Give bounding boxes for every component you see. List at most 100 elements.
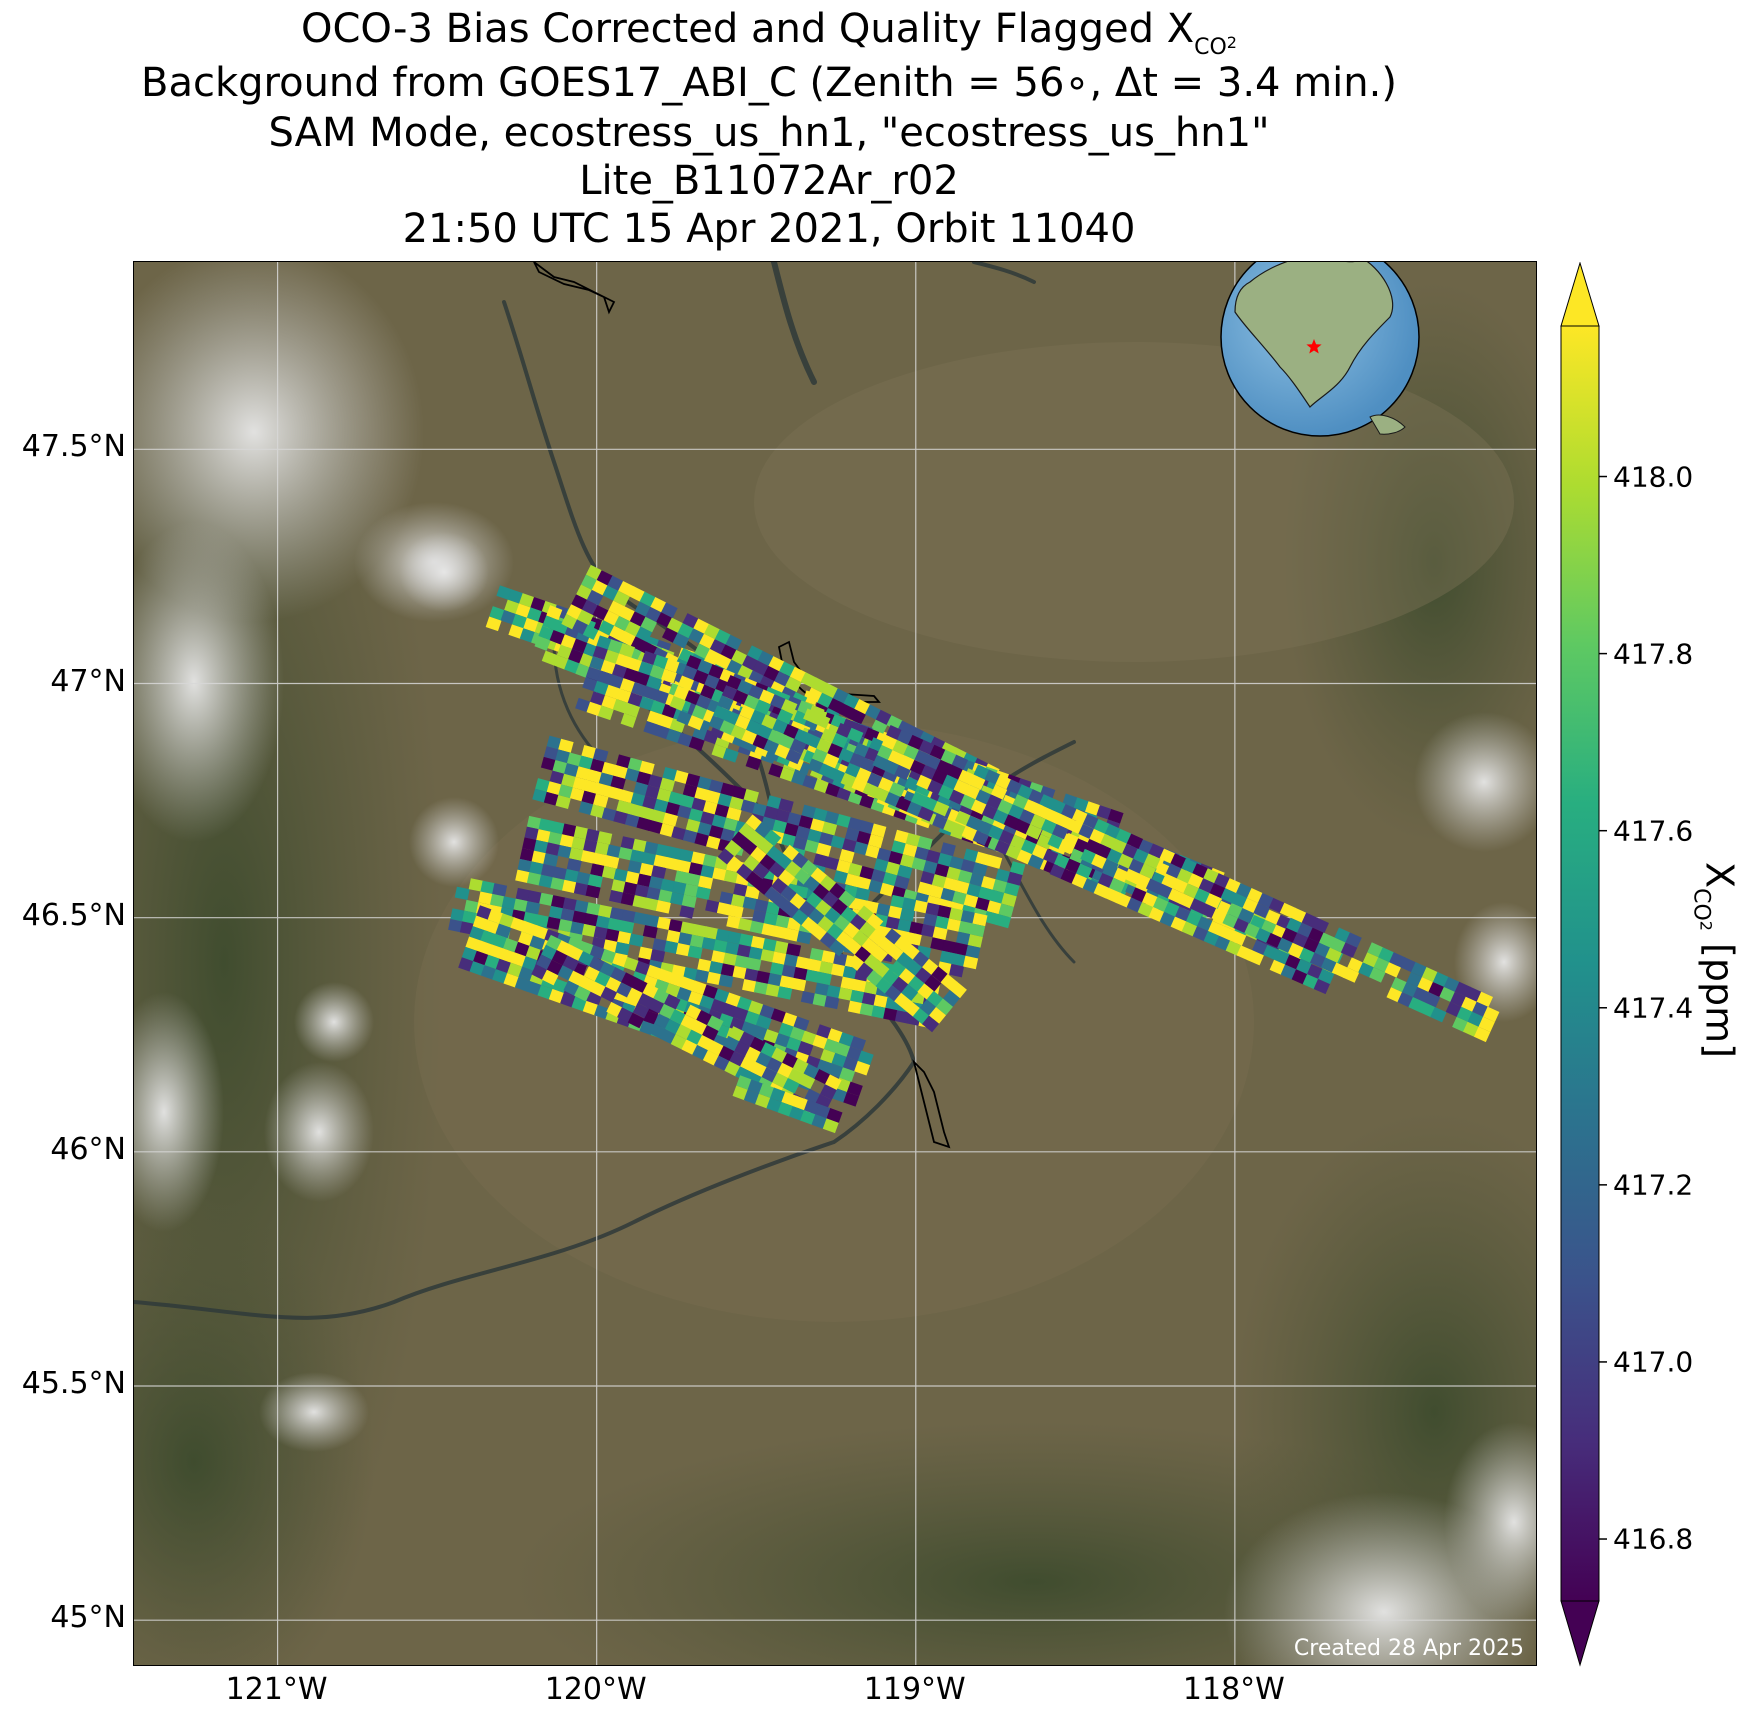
sounding-pixel [902, 897, 918, 911]
sounding-pixel [662, 766, 678, 781]
colorbar-tick-label: 417.8 [1613, 637, 1694, 671]
sounding-pixel [684, 883, 700, 898]
sounding-pixel [646, 675, 662, 691]
sounding-pixel [569, 847, 585, 862]
sounding-pixel [1461, 996, 1478, 1013]
sounding-pixel [910, 791, 928, 807]
sounding-pixel [654, 724, 671, 740]
sounding-pixel [711, 744, 728, 759]
sounding-pixel [740, 799, 757, 814]
sounding-pixel [613, 590, 630, 607]
sounding-pixel [779, 975, 795, 989]
sounding-pixel [798, 815, 815, 830]
sounding-pixel [815, 1103, 832, 1119]
sounding-pixel [942, 990, 960, 1007]
sounding-pixel [682, 829, 699, 844]
sounding-pixel [720, 963, 736, 977]
sounding-pixel [461, 946, 478, 962]
sounding-pixel [450, 908, 466, 922]
sounding-pixel [1012, 794, 1030, 810]
sounding-pixel [1053, 853, 1071, 870]
snow-cover [134, 262, 1536, 1665]
sounding-pixel [783, 723, 800, 740]
sounding-pixel [489, 893, 505, 908]
sounding-pixel [1203, 868, 1220, 884]
sounding-pixel [535, 778, 551, 793]
sounding-pixel [1137, 902, 1154, 918]
sounding-pixel [514, 977, 531, 992]
sounding-pixel [1159, 848, 1176, 864]
sounding-pixel [859, 794, 876, 809]
sounding-pixel [882, 872, 899, 887]
sounding-pixel [947, 764, 964, 781]
sounding-pixel [838, 987, 854, 1001]
sounding-pixel [909, 759, 927, 776]
sounding-pixel [616, 800, 632, 815]
sounding-pixel [811, 1114, 828, 1130]
sounding-pixel [548, 988, 565, 1004]
sounding-pixel [662, 812, 678, 827]
sounding-pixel [894, 875, 910, 890]
sounding-pixel [585, 564, 603, 581]
sounding-pixel [723, 869, 739, 884]
sounding-pixel [849, 708, 866, 725]
sounding-pixel [954, 810, 972, 826]
sounding-pixel [1214, 873, 1231, 889]
sounding-pixel [737, 918, 754, 932]
sounding-pixel [847, 727, 864, 743]
sounding-pixel [526, 872, 542, 886]
sounding-pixel [585, 828, 601, 843]
sounding-pixel [492, 883, 508, 897]
sounding-pixel [752, 660, 770, 677]
sounding-pixel [601, 865, 617, 880]
sounding-pixel [901, 984, 919, 1001]
sounding-pixel [736, 996, 753, 1012]
sounding-pixel [1124, 868, 1141, 885]
sounding-pixel [870, 823, 887, 838]
sounding-pixel [960, 910, 976, 924]
sounding-pixel [704, 648, 722, 665]
sounding-pixel [937, 852, 954, 867]
sounding-pixel [510, 917, 527, 932]
sounding-pixel [1028, 789, 1045, 805]
sounding-pixel [556, 940, 574, 956]
sounding-pixel [595, 915, 611, 929]
lat-tick-label: 47°N [50, 663, 126, 699]
sounding-pixel [852, 979, 868, 993]
sounding-pixel [703, 800, 719, 815]
sounding-pixel [1192, 926, 1209, 942]
sounding-pixel [825, 1074, 842, 1091]
sounding-pixel [579, 975, 596, 992]
sounding-pixel [519, 848, 535, 862]
sounding-pixel [876, 903, 892, 917]
sounding-pixel [763, 1029, 780, 1044]
sounding-pixel [691, 1019, 708, 1036]
sounding-pixel [469, 961, 486, 976]
sounding-pixel [469, 926, 485, 941]
sounding-pixel [543, 853, 559, 867]
sounding-pixel [1198, 878, 1216, 894]
sounding-pixel [1073, 797, 1090, 813]
sounding-pixel [507, 962, 524, 978]
title-line-2: Background from GOES17_ABI_C (Zenith = 5… [141, 60, 1397, 106]
sounding-pixel [623, 956, 640, 972]
sounding-pixel [1340, 942, 1358, 958]
sounding-pixel [519, 593, 535, 608]
sounding-pixel [812, 1034, 829, 1050]
sounding-pixel [805, 969, 821, 983]
sounding-pixel [776, 709, 794, 725]
sounding-pixel [677, 675, 695, 691]
sounding-pixel [805, 733, 822, 749]
sounding-pixel [642, 795, 658, 810]
sounding-pixel [550, 895, 566, 909]
sounding-pixel [972, 912, 988, 927]
sounding-pixel [709, 639, 727, 655]
sounding-pixel [1257, 892, 1275, 909]
sounding-pixel [781, 1091, 798, 1107]
sounding-pixel [634, 960, 651, 976]
sounding-pixel [784, 928, 800, 942]
sounding-pixel [855, 767, 873, 783]
sounding-pixel [1178, 893, 1196, 909]
sounding-pixel [1139, 863, 1156, 879]
sounding-pixel [909, 921, 925, 935]
